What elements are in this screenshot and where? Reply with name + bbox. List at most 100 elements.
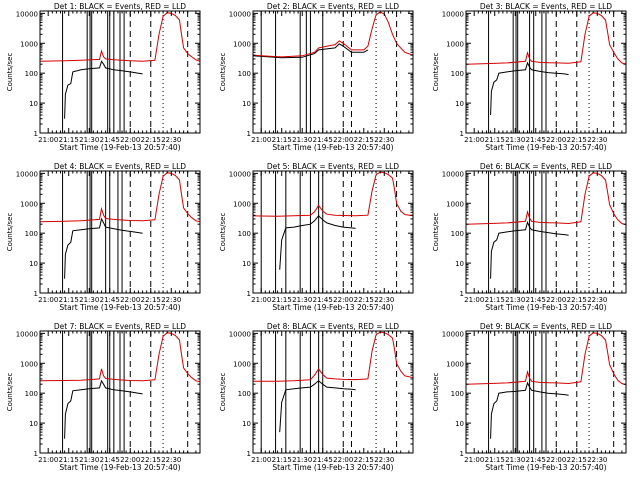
x-tick-label: 21:15 bbox=[272, 136, 292, 144]
x-tick-label: 22:30 bbox=[161, 136, 181, 144]
x-tick-label: 21:30 bbox=[79, 136, 99, 144]
x-tick-label: 22:00 bbox=[546, 296, 566, 304]
series-line-lld bbox=[466, 332, 626, 386]
series-line-lld bbox=[253, 331, 413, 382]
x-tick-label: 22:00 bbox=[333, 296, 353, 304]
detector-panel-4: 1 10 100 1000 10000 21:00 21:15 21:30 21:45 22:00… bbox=[6, 162, 201, 312]
y-tick-label: 10000 bbox=[229, 170, 251, 178]
x-axis-label: Start Time (19-Feb-13 20:57:40) bbox=[485, 303, 606, 312]
x-tick-label: 21:45 bbox=[526, 136, 546, 144]
y-tick-label: 1000 bbox=[233, 40, 251, 48]
x-tick-label: 22:15 bbox=[141, 456, 161, 464]
panel-title: Det 8: BLACK = Events, RED = LLD bbox=[267, 322, 399, 331]
x-tick-label: 21:45 bbox=[526, 456, 546, 464]
panel-title: Det 4: BLACK = Events, RED = LLD bbox=[54, 162, 186, 171]
y-tick-label: 10 bbox=[29, 260, 38, 268]
x-tick-label: 21:30 bbox=[292, 296, 312, 304]
y-tick-label: 1000 bbox=[446, 360, 464, 368]
x-tick-label: 21:45 bbox=[313, 456, 333, 464]
plot-frame bbox=[465, 170, 627, 294]
x-tick-label: 21:00 bbox=[251, 136, 271, 144]
series-line-events bbox=[490, 381, 569, 439]
series-line-lld bbox=[253, 171, 413, 217]
y-tick-label: 100 bbox=[238, 230, 251, 238]
series-line-events bbox=[490, 61, 569, 116]
y-tick-label: 10 bbox=[29, 420, 38, 428]
x-tick-label: 22:30 bbox=[161, 456, 181, 464]
x-tick-label: 21:15 bbox=[485, 456, 505, 464]
x-tick-label: 22:30 bbox=[374, 136, 394, 144]
y-tick-label: 1 bbox=[460, 450, 464, 458]
x-tick-label: 22:00 bbox=[120, 136, 140, 144]
y-tick-label: 10000 bbox=[442, 10, 464, 18]
x-tick-label: 22:00 bbox=[120, 296, 140, 304]
x-tick-label: 21:45 bbox=[100, 136, 120, 144]
y-tick-label: 10000 bbox=[442, 330, 464, 338]
series-line-lld bbox=[40, 12, 200, 62]
x-axis-label: Start Time (19-Feb-13 20:57:40) bbox=[485, 463, 606, 472]
x-tick-label: 22:15 bbox=[354, 136, 374, 144]
x-tick-label: 21:30 bbox=[505, 136, 525, 144]
y-tick-label: 10 bbox=[242, 100, 251, 108]
x-tick-label: 22:30 bbox=[587, 456, 607, 464]
marker-lines bbox=[260, 331, 398, 453]
plot-frame bbox=[39, 330, 201, 454]
x-tick-label: 21:45 bbox=[100, 296, 120, 304]
x-tick-label: 21:30 bbox=[505, 296, 525, 304]
y-tick-label: 100 bbox=[451, 70, 464, 78]
y-tick-label: 10 bbox=[455, 100, 464, 108]
series-line-events bbox=[64, 379, 143, 439]
panel-title: Det 3: BLACK = Events, RED = LLD bbox=[480, 2, 612, 11]
x-tick-label: 22:15 bbox=[354, 296, 374, 304]
detector-panel-2: 1 10 100 1000 10000 21:00 21:15 21:30 21:45 22:00… bbox=[219, 2, 414, 152]
x-tick-label: 22:00 bbox=[546, 456, 566, 464]
marker-lines bbox=[40, 11, 189, 133]
x-tick-label: 21:15 bbox=[272, 456, 292, 464]
x-tick-label: 22:30 bbox=[161, 296, 181, 304]
marker-lines bbox=[466, 11, 615, 133]
x-tick-label: 22:00 bbox=[546, 136, 566, 144]
x-axis-label: Start Time (19-Feb-13 20:57:40) bbox=[272, 463, 393, 472]
x-tick-label: 22:00 bbox=[120, 456, 140, 464]
detector-panel-1: 1 10 100 1000 10000 21:00 21:15 21:30 21:45 22:00… bbox=[6, 2, 201, 152]
x-tick-label: 21:45 bbox=[313, 136, 333, 144]
x-tick-label: 22:30 bbox=[374, 456, 394, 464]
x-tick-label: 22:00 bbox=[333, 136, 353, 144]
y-tick-label: 10 bbox=[242, 420, 251, 428]
x-tick-label: 22:30 bbox=[587, 136, 607, 144]
y-axis-label: Counts/sec bbox=[219, 213, 227, 252]
series-line-events bbox=[64, 217, 143, 279]
y-tick-label: 10 bbox=[242, 260, 251, 268]
panel-title: Det 6: BLACK = Events, RED = LLD bbox=[480, 162, 612, 171]
y-tick-label: 10 bbox=[29, 100, 38, 108]
y-tick-label: 1 bbox=[247, 450, 251, 458]
panel-title: Det 7: BLACK = Events, RED = LLD bbox=[54, 322, 186, 331]
marker-lines bbox=[260, 11, 398, 133]
y-tick-label: 10 bbox=[455, 420, 464, 428]
series-line-events bbox=[64, 60, 143, 119]
x-tick-label: 22:15 bbox=[141, 136, 161, 144]
panel-title: Det 5: BLACK = Events, RED = LLD bbox=[267, 162, 399, 171]
series-line-lld bbox=[40, 332, 200, 383]
x-axis-label: Start Time (19-Feb-13 20:57:40) bbox=[59, 463, 180, 472]
x-tick-label: 22:15 bbox=[354, 456, 374, 464]
y-axis-label: Counts/sec bbox=[432, 373, 440, 412]
x-tick-label: 22:00 bbox=[333, 456, 353, 464]
detector-panel-3: 1 10 100 1000 10000 21:00 21:15 21:30 21:45 22:00… bbox=[432, 2, 627, 152]
y-tick-label: 1 bbox=[460, 290, 464, 298]
x-tick-label: 21:15 bbox=[59, 296, 79, 304]
panel-title: Det 2: BLACK = Events, RED = LLD bbox=[267, 2, 399, 11]
y-tick-label: 1 bbox=[460, 130, 464, 138]
y-tick-label: 1 bbox=[247, 130, 251, 138]
x-tick-label: 21:30 bbox=[79, 456, 99, 464]
y-tick-label: 1 bbox=[34, 290, 38, 298]
y-tick-label: 100 bbox=[25, 390, 38, 398]
y-tick-label: 1000 bbox=[233, 360, 251, 368]
x-tick-label: 21:30 bbox=[79, 296, 99, 304]
plot-frame bbox=[465, 10, 627, 134]
plot-frame bbox=[252, 10, 414, 134]
y-axis-label: Counts/sec bbox=[6, 53, 14, 92]
y-tick-label: 1000 bbox=[446, 40, 464, 48]
marker-lines bbox=[466, 171, 615, 293]
